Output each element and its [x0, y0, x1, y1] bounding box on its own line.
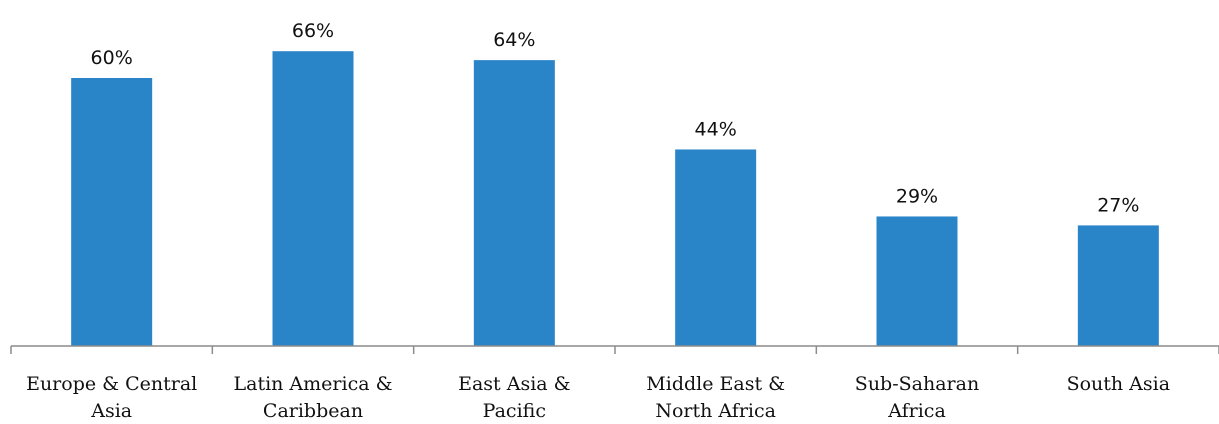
data-label: 44%: [695, 118, 737, 140]
bar: [272, 51, 354, 346]
bars-group: [71, 51, 1159, 347]
bar: [876, 216, 958, 346]
category-labels-group: Europe & Central Asia Latin America & Carib…: [26, 373, 1170, 422]
bar: [675, 149, 757, 346]
data-label: 29%: [896, 185, 938, 207]
x-tick-label: Europe & Central Asia: [26, 373, 197, 422]
data-label: 27%: [1097, 194, 1139, 216]
x-tick-label: Middle East & North Africa: [646, 373, 785, 422]
bar: [71, 78, 153, 346]
data-label: 64%: [493, 29, 535, 51]
x-tick-label: South Asia: [1067, 373, 1170, 395]
data-label: 66%: [292, 20, 334, 42]
bar: [473, 60, 555, 347]
x-axis: [10, 345, 1219, 354]
x-tick-label: Sub-Saharan Africa: [855, 373, 979, 422]
x-tick-label: Latin America & Caribbean: [234, 373, 393, 422]
value-labels-group: 60% 66% 64% 44% 29% 27%: [91, 20, 1140, 216]
data-label: 60%: [91, 47, 133, 69]
bar: [1077, 225, 1159, 346]
x-tick-label: East Asia & Pacific: [458, 373, 571, 422]
